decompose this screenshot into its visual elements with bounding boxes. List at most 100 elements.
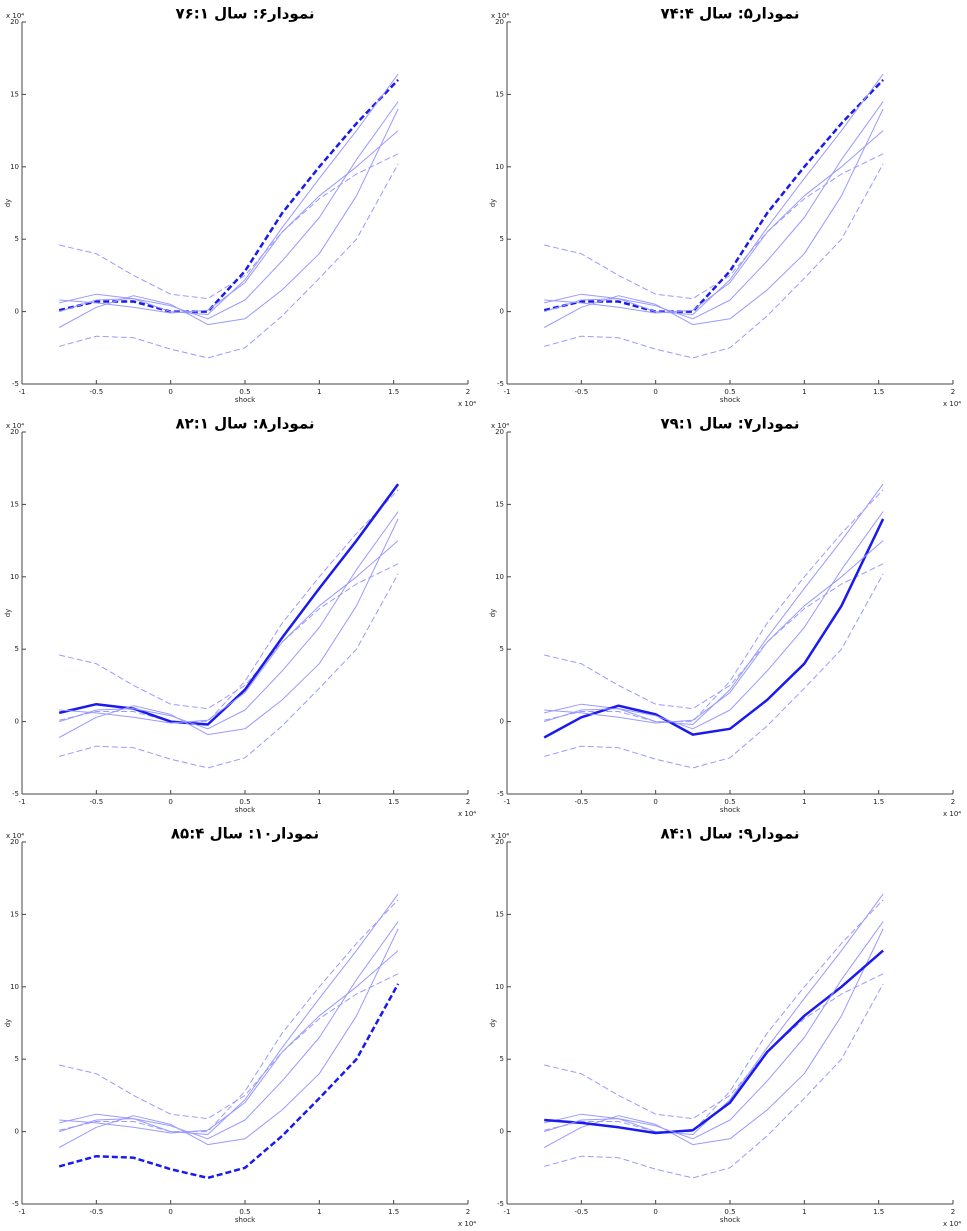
line-series <box>59 973 399 1120</box>
x-tick-label: 2 <box>951 798 955 806</box>
x-tick-label: -1 <box>19 798 26 806</box>
x-tick-label: -1 <box>19 1208 26 1216</box>
x-tick-label: 2 <box>466 798 470 806</box>
x-tick-label: 1 <box>317 1208 321 1216</box>
x-tick-label: 0 <box>653 798 657 806</box>
chart-panel: نمودار۸: سال ۸۲:۱ -5 0 5 10 15 20 -1 -0.5 0 0.5 1 1.… <box>4 415 476 819</box>
y-tick-label: 5 <box>500 1055 504 1063</box>
line-series <box>59 130 399 314</box>
line-series <box>544 893 884 1135</box>
line-series <box>59 893 399 1135</box>
chart-panel: نمودار۷: سال ۷۹:۱ -5 0 5 10 15 20 -1 -0.5 0 0.5 1 1.… <box>489 415 961 819</box>
y-tick-label: 10 <box>495 163 504 171</box>
x-tick-label: 2 <box>466 1208 470 1216</box>
x-tick-label: 1.5 <box>388 1208 399 1216</box>
y-tick-label: 10 <box>10 573 19 581</box>
y-tick-label: 5 <box>500 235 504 243</box>
y-tick-label: 0 <box>15 718 19 726</box>
x-tick-label: 1.5 <box>388 798 399 806</box>
line-series <box>59 73 399 315</box>
y-axis-label: dy <box>4 199 12 208</box>
x-tick-label: 0.5 <box>724 798 735 806</box>
line-series <box>544 73 884 315</box>
y-multiplier: x 10⁴ <box>6 832 24 840</box>
x-tick-label: 1.5 <box>388 388 399 396</box>
line-series <box>543 518 885 739</box>
x-tick-label: 0 <box>168 798 172 806</box>
x-tick-label: 0 <box>653 388 657 396</box>
x-tick-label: 1.5 <box>873 1208 884 1216</box>
chart-panel: نمودار۱۰: سال ۸۵:۴ -5 0 5 10 15 20 -1 -0.5 0 0.5 1 1… <box>4 825 476 1229</box>
line-series <box>59 540 399 724</box>
x-tick-label: 0 <box>168 388 172 396</box>
y-tick-label: 20 <box>495 838 504 846</box>
x-axis-label: shock <box>235 1216 256 1224</box>
line-series <box>544 563 884 710</box>
line-series <box>58 983 400 1180</box>
x-axis-label: shock <box>720 806 741 814</box>
y-tick-label: 10 <box>495 573 504 581</box>
x-axis-label: shock <box>720 396 741 404</box>
y-tick-label: 20 <box>495 18 504 26</box>
y-tick-label: 5 <box>15 235 19 243</box>
x-tick-label: -0.5 <box>574 798 588 806</box>
line-series <box>544 153 884 300</box>
y-tick-label: 15 <box>10 90 19 98</box>
y-tick-label: 5 <box>15 645 19 653</box>
line-series <box>58 108 399 328</box>
x-tick-label: 1 <box>802 388 806 396</box>
x-tick-label: -0.5 <box>574 1208 588 1216</box>
line-series <box>59 573 399 769</box>
x-multiplier: x 10⁴ <box>458 1220 476 1228</box>
x-tick-label: 1.5 <box>873 798 884 806</box>
x-tick-label: 0.5 <box>724 388 735 396</box>
y-tick-label: 15 <box>495 910 504 918</box>
x-tick-label: -1 <box>504 798 511 806</box>
x-tick-label: 1 <box>317 388 321 396</box>
y-tick-label: 0 <box>500 308 504 316</box>
x-axis-label: shock <box>235 396 256 404</box>
x-tick-label: 1 <box>802 798 806 806</box>
y-tick-label: 20 <box>10 838 19 846</box>
x-tick-label: -1 <box>504 1208 511 1216</box>
chart-title: نمودار۱۰: سال ۸۵:۴ <box>171 825 319 843</box>
line-series <box>58 483 400 726</box>
x-tick-label: 1 <box>802 1208 806 1216</box>
y-tick-label: -5 <box>12 1200 19 1208</box>
x-multiplier: x 10⁴ <box>943 1220 961 1228</box>
x-multiplier: x 10⁴ <box>458 400 476 408</box>
line-series <box>544 163 884 359</box>
chart-panel: نمودار۵: سال ۷۴:۴ -5 0 5 10 15 20 -1 -0.5 0 0.5 1 1.… <box>489 5 961 409</box>
y-tick-label: -5 <box>12 380 19 388</box>
line-series <box>544 573 884 769</box>
line-series <box>58 79 400 313</box>
line-series <box>59 101 399 320</box>
line-series <box>544 483 884 725</box>
y-tick-label: 10 <box>10 163 19 171</box>
x-tick-label: 2 <box>951 1208 955 1216</box>
line-series <box>59 950 399 1134</box>
line-series <box>544 921 884 1140</box>
x-tick-label: 0.5 <box>724 1208 735 1216</box>
line-series <box>543 108 884 328</box>
x-tick-label: -1 <box>504 388 511 396</box>
line-series <box>544 130 884 314</box>
line-series <box>59 511 399 730</box>
x-tick-label: 0.5 <box>239 1208 250 1216</box>
line-series <box>59 563 399 710</box>
y-tick-label: 10 <box>495 983 504 991</box>
x-tick-label: -0.5 <box>89 798 103 806</box>
x-axis-label: shock <box>235 806 256 814</box>
y-tick-label: -5 <box>12 790 19 798</box>
y-axis-label: dy <box>489 1019 497 1028</box>
y-tick-label: 10 <box>10 983 19 991</box>
line-series <box>544 899 884 1133</box>
line-series <box>543 79 885 313</box>
y-tick-label: 5 <box>15 1055 19 1063</box>
y-axis-label: dy <box>489 609 497 618</box>
x-tick-label: 1 <box>317 798 321 806</box>
line-series <box>58 928 399 1148</box>
y-tick-label: 0 <box>500 1128 504 1136</box>
x-tick-label: 0.5 <box>239 388 250 396</box>
